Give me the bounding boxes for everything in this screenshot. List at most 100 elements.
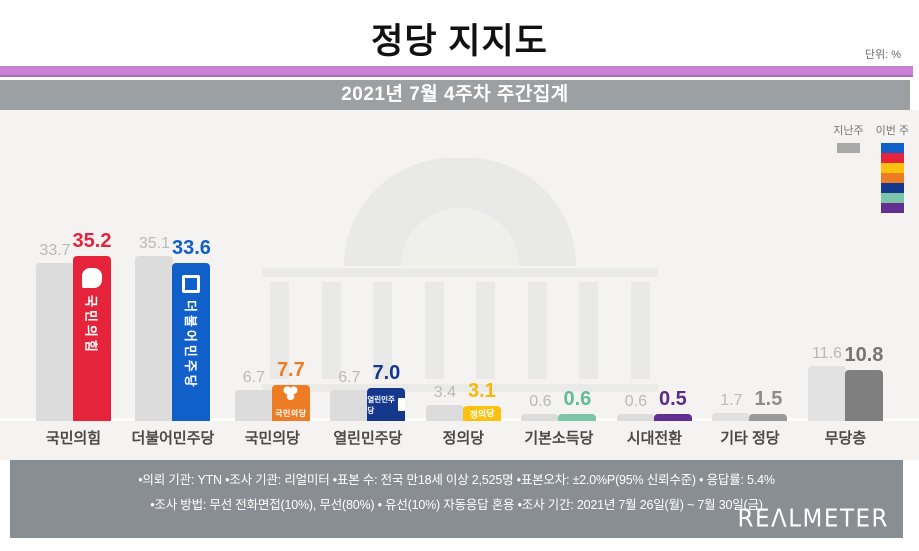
party-logo: 열린민주당	[367, 388, 406, 421]
this-week-bar: 0.6	[558, 388, 597, 421]
ppp-symbol-icon	[82, 267, 102, 288]
this-week-bar: 3.1 정의당	[462, 380, 501, 421]
party-logo: 더불어민주당	[172, 275, 210, 390]
party-logo: 국민의당	[272, 386, 310, 419]
last-week-bar: 0.6	[616, 393, 655, 421]
divider-gap	[0, 77, 919, 80]
survey-note-line1: •의뢰 기관: YTN •조사 기관: 리얼미터 •표본 수: 전국 만18세 …	[138, 473, 775, 487]
legend-swatch	[880, 203, 904, 213]
last-week-bar: 11.6	[807, 345, 846, 421]
party-logo: 국민의힘	[73, 267, 111, 355]
bar-pair: 33.7 35.2 국민의힘	[36, 230, 111, 421]
this-week-value: 35.2	[72, 229, 112, 252]
bar-pair: 3.4 3.1 정의당	[425, 380, 501, 421]
bar-group: 0.6 0.6 기본소득당	[521, 388, 597, 460]
party-logo-text: 국민의당	[275, 409, 307, 419]
category-label: 기본소득당	[524, 429, 594, 447]
last-week-value: 0.6	[529, 393, 552, 410]
legend-swatch	[880, 193, 904, 203]
category-label: 국민의힘	[45, 429, 102, 447]
bar-groups: 33.7 35.2 국민의힘 국민의힘 35.1 33.6 더불어민주당 더불어민주당 6.7 7…	[0, 230, 919, 460]
open-door-icon	[398, 398, 406, 412]
last-week-bar: 35.1	[135, 235, 174, 421]
building-column	[321, 282, 341, 379]
this-week-bar: 7.0 열린민주당	[367, 362, 406, 421]
category-label: 더불어민주당	[131, 429, 215, 447]
this-week-value: 1.5	[754, 387, 783, 410]
building-column	[527, 282, 547, 379]
footer: •의뢰 기관: YTN •조사 기관: 리얼미터 •표본 수: 전국 만18세 …	[10, 460, 903, 538]
plot: 33.7 35.2 국민의힘 국민의힘 35.1 33.6 더불어민주당 더불어민주당 6.7 7…	[0, 230, 919, 460]
last-week-bar: 0.6	[521, 393, 560, 421]
this-week-bar: 7.7 국민의당	[271, 359, 310, 421]
bar-pair: 6.7 7.0 열린민주당	[330, 362, 406, 421]
this-week-value: 10.8	[844, 344, 884, 367]
last-week-value: 6.7	[338, 368, 361, 386]
dp-symbol-icon	[182, 275, 201, 294]
bar-pair: 11.6 10.8	[807, 344, 883, 421]
realmeter-logo: REΛLMETER	[737, 504, 889, 534]
party-logo-text: 국민의힘	[83, 294, 99, 355]
last-week-value: 3.4	[433, 384, 456, 402]
last-week-bar: 6.7	[234, 369, 273, 421]
building-roof	[262, 268, 658, 277]
building-column	[373, 282, 393, 379]
last-week-value: 1.7	[720, 392, 743, 410]
this-week-bar: 0.5	[653, 388, 692, 421]
last-week-bar: 3.4	[425, 384, 464, 421]
last-week-value: 6.7	[242, 368, 265, 386]
purple-divider	[0, 66, 913, 77]
this-week-bar: 10.8	[844, 344, 883, 421]
this-week-value: 0.6	[563, 388, 592, 410]
building-column	[270, 282, 289, 379]
building-column	[424, 282, 444, 379]
this-week-bar: 1.5	[749, 388, 788, 421]
category-label: 기타 정당	[720, 429, 780, 447]
clover-icon	[282, 386, 299, 406]
legend-swatch	[880, 173, 904, 183]
legend-swatch	[880, 163, 904, 173]
building-dome	[344, 158, 576, 266]
bar-group: 33.7 35.2 국민의힘 국민의힘	[36, 230, 111, 460]
legend-swatch	[880, 183, 904, 193]
unit-label: 단위: %	[864, 49, 901, 61]
building-column	[476, 282, 496, 379]
subtitle-banner: 2021년 7월 4주차 주간집계	[0, 80, 910, 110]
building-columns	[270, 282, 650, 379]
party-logo-text: 더불어민주당	[182, 300, 198, 390]
legend: 지난주 이번 주	[833, 122, 909, 213]
party-logo: 정의당	[469, 408, 495, 421]
legend-this-week: 이번 주	[876, 122, 909, 213]
bar-group: 6.7 7.0 열린민주당 열린민주당	[330, 362, 406, 460]
last-week-bar: 33.7	[36, 242, 74, 421]
legend-this-week-label: 이번 주	[875, 125, 909, 137]
this-week-value: 7.0	[372, 362, 401, 385]
last-week-value: 35.1	[138, 235, 170, 253]
bar-pair: 1.7 1.5	[712, 388, 788, 421]
bar-pair: 35.1 33.6 더불어민주당	[135, 235, 211, 421]
building-column	[579, 282, 599, 379]
building-column	[630, 282, 650, 379]
legend-last-week-label: 지난주	[833, 125, 864, 137]
bar-pair: 0.6 0.5	[616, 388, 692, 421]
chart-area: 지난주 이번 주 33.7 35.2 국민의힘 국민의힘 35.1 33.6 더불어민주당 더…	[0, 110, 919, 460]
category-label: 무당층	[824, 429, 867, 447]
bar-group: 11.6 10.8 무당층	[807, 344, 883, 460]
page-title: 정당 지지도	[371, 22, 548, 61]
bar-pair: 0.6 0.6	[521, 388, 597, 421]
this-week-value: 0.5	[659, 388, 687, 410]
last-week-value: 0.6	[624, 393, 648, 410]
this-week-bar: 33.6 더불어민주당	[172, 237, 211, 421]
bar-group: 35.1 33.6 더불어민주당 더불어민주당	[131, 235, 215, 460]
survey-note-line2: •조사 방법: 무선 전화면접(10%), 무선(80%) • 유선(10%) …	[150, 498, 763, 512]
survey-notes: •의뢰 기관: YTN •조사 기관: 리얼미터 •표본 수: 전국 만18세 …	[10, 460, 903, 518]
this-week-bar: 35.2 국민의힘	[73, 230, 111, 421]
category-label: 시대전환	[626, 429, 682, 447]
category-label: 국민의당	[244, 429, 300, 447]
this-week-value: 7.7	[276, 358, 305, 381]
last-week-value: 11.6	[811, 345, 842, 363]
bar-group: 1.7 1.5 기타 정당	[712, 388, 788, 460]
last-week-bar: 6.7	[330, 369, 369, 421]
bar-group: 6.7 7.7 국민의당 국민의당	[234, 359, 310, 460]
